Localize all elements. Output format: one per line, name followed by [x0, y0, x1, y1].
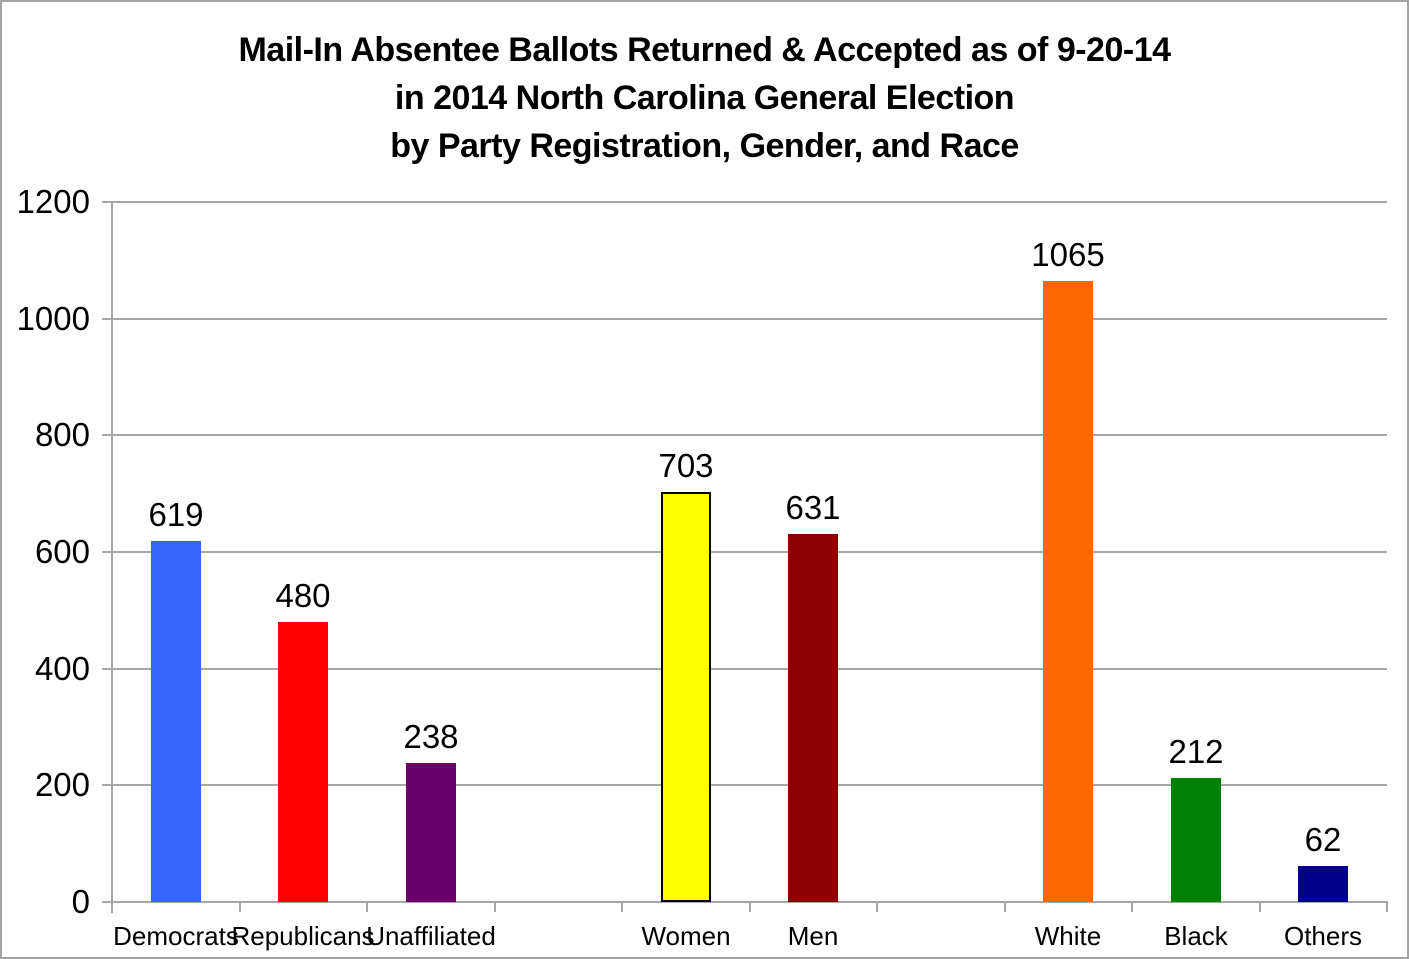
y-axis-label-0: 0 — [71, 883, 90, 920]
y-axis-tick-1200 — [102, 201, 112, 203]
gridline-600 — [112, 551, 1387, 553]
y-axis-label-400: 400 — [34, 650, 90, 687]
bar-black — [1171, 778, 1221, 902]
data-label-men: 631 — [785, 489, 841, 526]
category-label-others: Others — [1283, 921, 1363, 951]
y-axis-label-1200: 1200 — [16, 183, 90, 220]
y-axis-tick-400 — [102, 668, 112, 670]
data-label-republicans: 480 — [275, 577, 331, 614]
chart-title: Mail-In Absentee Ballots Returned & Acce… — [2, 26, 1407, 170]
data-label-white: 1065 — [1031, 236, 1105, 273]
x-axis-tick-1 — [239, 902, 241, 912]
x-axis-tick-4 — [621, 902, 623, 912]
data-label-black: 212 — [1168, 733, 1224, 770]
y-axis-label-1000: 1000 — [16, 300, 90, 337]
y-axis-tick-1000 — [102, 318, 112, 320]
x-axis-tick-2 — [366, 902, 368, 912]
x-axis-tick-8 — [1131, 902, 1133, 912]
y-axis-tick-800 — [102, 434, 112, 436]
x-axis-tick-9 — [1259, 902, 1261, 912]
bar-unaffiliated — [406, 763, 456, 902]
category-label-men: Men — [787, 921, 839, 951]
category-label-white: White — [1034, 921, 1102, 951]
chart-title-line-1: Mail-In Absentee Ballots Returned & Acce… — [238, 31, 1171, 69]
gridline-1200 — [112, 201, 1387, 203]
gridline-200 — [112, 784, 1387, 786]
data-label-democrats: 619 — [148, 496, 204, 533]
category-label-unaffiliated: Unaffiliated — [366, 921, 496, 951]
gridline-400 — [112, 668, 1387, 670]
bar-white — [1043, 281, 1093, 902]
y-axis-label-200: 200 — [34, 766, 90, 803]
x-axis-tick-7 — [1004, 902, 1006, 912]
chart-title-line-2: in 2014 North Carolina General Election — [394, 79, 1015, 117]
bar-men — [788, 534, 838, 902]
bar-others — [1298, 866, 1348, 902]
category-label-democrats: Democrats — [113, 921, 239, 951]
y-axis-line — [111, 202, 113, 913]
data-label-others: 62 — [1304, 821, 1342, 858]
y-axis-tick-600 — [102, 551, 112, 553]
x-axis-tick-10 — [1386, 902, 1388, 912]
category-label-black: Black — [1164, 921, 1228, 951]
y-axis-tick-200 — [102, 784, 112, 786]
x-axis-tick-5 — [749, 902, 751, 912]
y-axis-tick-0 — [102, 901, 112, 903]
data-label-women: 703 — [658, 447, 714, 484]
chart-title-line-3: by Party Registration, Gender, and Race — [390, 127, 1019, 165]
data-label-unaffiliated: 238 — [403, 718, 459, 755]
category-label-women: Women — [641, 921, 731, 951]
gridline-1000 — [112, 318, 1387, 320]
bar-women — [661, 492, 711, 902]
bar-democrats — [151, 541, 201, 902]
x-axis-tick-6 — [876, 902, 878, 912]
bar-republicans — [278, 622, 328, 902]
x-axis-tick-0 — [111, 902, 113, 912]
y-axis-label-800: 800 — [34, 416, 90, 453]
gridline-800 — [112, 434, 1387, 436]
y-axis-label-600: 600 — [34, 533, 90, 570]
x-axis-tick-3 — [494, 902, 496, 912]
category-label-republicans: Republicans — [231, 921, 375, 951]
